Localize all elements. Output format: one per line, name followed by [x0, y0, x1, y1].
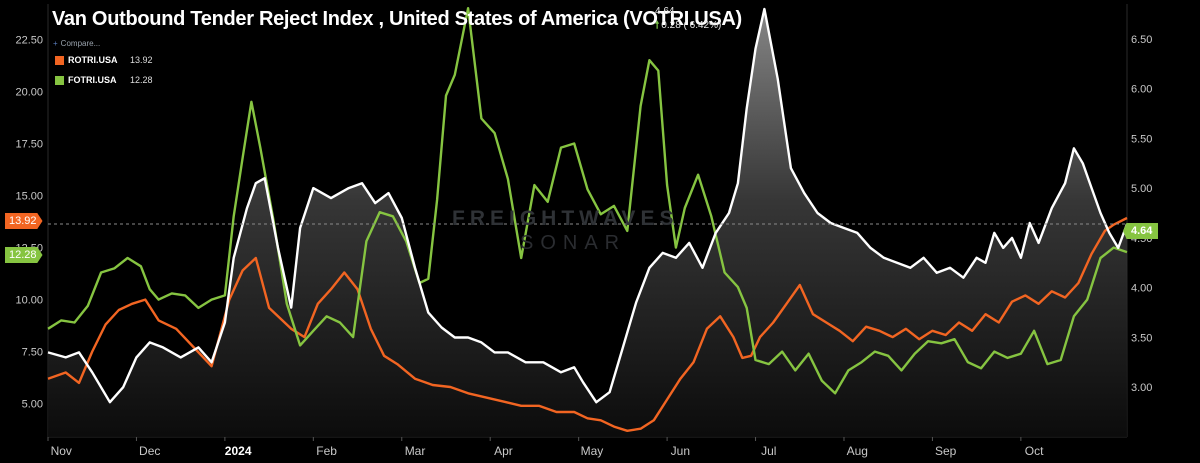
legend-name: ROTRI.USA — [68, 55, 118, 65]
right-axis-tick-label: 5.00 — [1131, 183, 1152, 195]
legend-item-fotri[interactable]: FOTRI.USA 12.28 — [55, 74, 153, 86]
watermark: FREIGHTWAVES — [452, 207, 679, 230]
votri-current-tag: 4.64 — [1123, 223, 1159, 239]
left-axis-tick-label: 17.50 — [15, 138, 43, 150]
legend-swatch — [55, 75, 64, 85]
x-axis-tick-label: May — [581, 444, 604, 458]
legend-value: 12.28 — [130, 75, 153, 85]
x-axis-tick-label: Mar — [405, 444, 426, 458]
watermark-sub: SONAR — [520, 232, 627, 254]
legend-name: FOTRI.USA — [68, 75, 117, 85]
rotri-current-tag: 13.92 — [5, 213, 43, 229]
legend-swatch — [55, 55, 64, 65]
left-axis-tick-label: 5.00 — [22, 399, 43, 411]
current-value: 4.64 — [655, 6, 675, 17]
x-axis-tick-label: Sep — [935, 444, 957, 458]
right-axis-tick-label: 6.50 — [1131, 34, 1152, 46]
left-axis-tick-label: 22.50 — [15, 34, 43, 46]
x-axis-tick-label: Aug — [847, 444, 868, 458]
series-line-fotri-usa — [47, 6, 1128, 395]
x-axis-tick-label: Dec — [139, 444, 160, 458]
right-axis-tick-label: 3.50 — [1131, 332, 1152, 344]
series-line-rotri-usa — [47, 216, 1128, 432]
right-axis-tick-label: 6.00 — [1131, 84, 1152, 96]
left-axis-tick-label: 20.00 — [15, 86, 43, 98]
plus-icon: + — [53, 39, 58, 48]
left-axis-tick-label: 10.00 — [15, 295, 43, 307]
x-axis-tick-label: Apr — [494, 444, 513, 458]
legend-value: 13.92 — [130, 55, 153, 65]
x-axis-tick-label: 2024 — [225, 444, 252, 458]
x-axis-tick-label: Jun — [671, 444, 690, 458]
fotri-current-tag: 12.28 — [5, 247, 43, 263]
left-axis-tick-label: 7.50 — [22, 347, 43, 359]
right-axis-tick-label: 5.50 — [1131, 133, 1152, 145]
series-line-votri-usa — [47, 7, 1129, 404]
series-area-votri-usa — [48, 9, 1127, 437]
right-axis-tick-label: 3.00 — [1131, 382, 1152, 394]
change-text: 0.28 ( 6.42%) — [661, 20, 722, 31]
up-arrow-icon: 🠕 — [655, 20, 660, 31]
left-axis-tick-label: 15.00 — [15, 191, 43, 203]
x-axis-tick-label: Jul — [761, 444, 776, 458]
chart-title: Van Outbound Tender Reject Index , Unite… — [52, 8, 742, 30]
x-axis-tick-label: Feb — [316, 444, 337, 458]
compare-button[interactable]: + Compare... — [53, 39, 100, 48]
current-change: 🠕 0.28 ( 6.42%) — [655, 18, 721, 35]
right-axis-tick-label: 4.00 — [1131, 283, 1152, 295]
x-axis-tick-label: Oct — [1025, 444, 1044, 458]
compare-label: Compare... — [60, 39, 101, 48]
x-axis-tick-label: Nov — [51, 444, 72, 458]
legend-item-rotri[interactable]: ROTRI.USA 13.92 — [55, 54, 153, 66]
